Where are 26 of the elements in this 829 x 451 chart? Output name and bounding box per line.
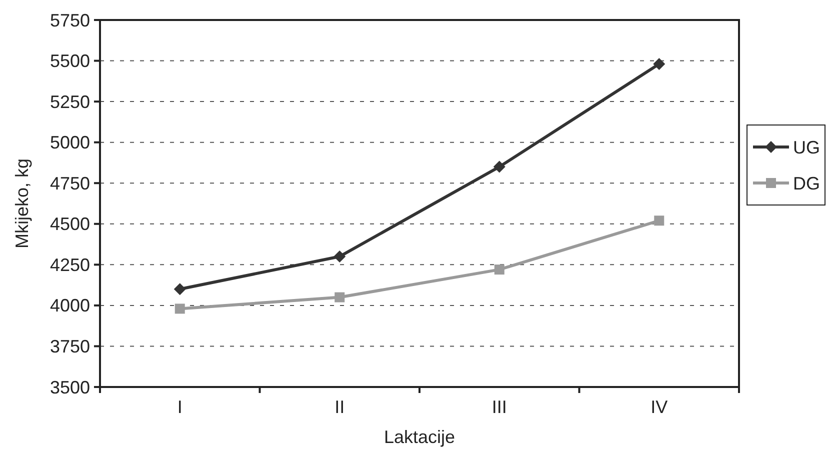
point: [493, 160, 506, 173]
y-tick-label: 4000: [50, 296, 90, 316]
y-tick-label: 5750: [50, 10, 90, 30]
point: [334, 250, 346, 263]
x-tick-label: I: [177, 397, 182, 417]
y-tick-label: 3750: [50, 336, 90, 357]
point: [653, 58, 666, 70]
y-tick-label: 5500: [50, 51, 90, 72]
x-tick-label: III: [492, 397, 507, 417]
x-tick-label: IV: [650, 397, 668, 417]
y-tick-label: 4250: [50, 254, 90, 275]
y-tick-label: 4750: [50, 173, 90, 194]
point: [174, 304, 185, 314]
point: [654, 216, 664, 226]
x-tick-label: II: [334, 397, 345, 417]
point: [334, 292, 345, 302]
y-axis-title: Mkijeko, kg: [12, 158, 32, 249]
legend-label: DG: [793, 173, 820, 194]
y-tick-label: 3500: [50, 377, 90, 398]
x-axis-title: Laktacije: [384, 427, 456, 447]
point: [494, 264, 504, 275]
y-tick-label: 5250: [50, 92, 90, 112]
legend-label: UG: [793, 137, 820, 158]
point: [174, 283, 186, 296]
y-tick-label: 4500: [50, 214, 90, 234]
y-tick-label: 5000: [50, 132, 90, 153]
